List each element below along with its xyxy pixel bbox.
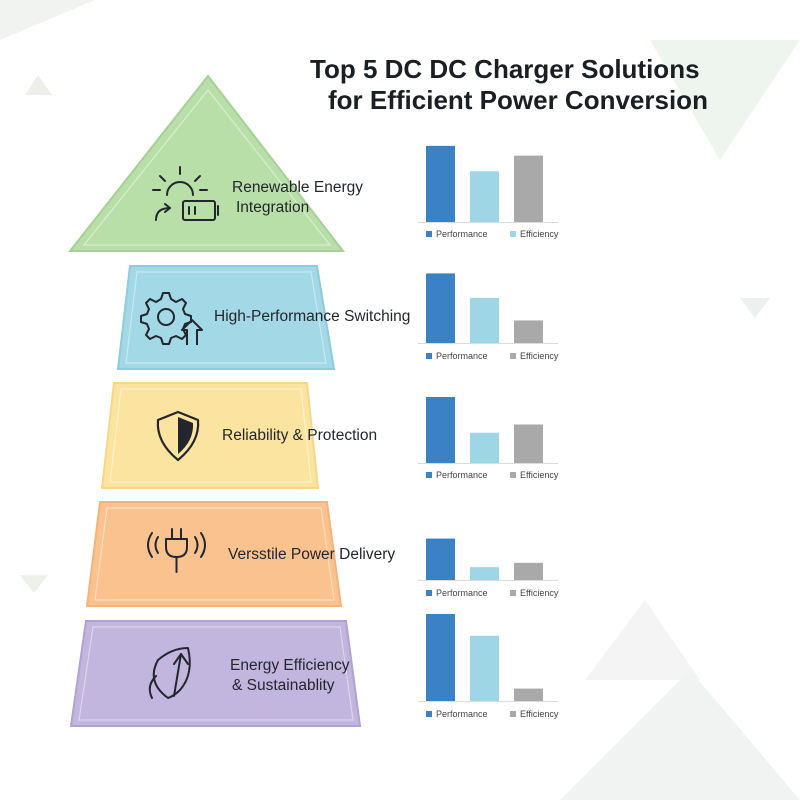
triangle-decoration [585,600,700,680]
bar-3 [514,424,543,463]
bar-chart-3: Performance Efficiency [410,384,570,480]
bar-1 [426,614,455,701]
bar-chart-3-plot [418,397,558,464]
tier-1-label-line-2: Integration [236,199,310,216]
tier-4-label-line-1: Versstile Power Delivery [228,546,396,563]
bar-chart-1-plot [418,145,558,223]
legend-efficiency: Efficiency [510,229,558,239]
bar-2 [470,171,499,222]
gear-arrow-icon [140,292,203,345]
bar-chart-5-plot [418,614,558,702]
tier-5-label: Energy Efficiency & Sustainablity [230,656,349,696]
bar-chart-1: Performance Efficiency [410,138,570,239]
legend-efficiency: Efficiency [510,588,558,598]
tier-4-label: Versstile Power Delivery [228,545,395,565]
bar-3 [514,155,543,222]
bar-chart-4-plot [418,538,558,581]
corner-decoration [0,0,95,40]
bar-1 [426,273,455,343]
tier-5-label-line-2: & Sustainablity [232,677,335,694]
tier-2-label-line-1: High-Performance Switching [214,308,411,325]
bar-2 [470,635,499,701]
tier-5 [69,620,362,727]
legend-performance: Performance [426,229,488,239]
page-title: Top 5 DC DC Charger Solutions for Effici… [300,54,720,116]
legend-efficiency: Efficiency [510,470,558,480]
triangle-decoration [20,575,48,593]
tier-1 [67,74,346,252]
legend-performance: Performance [426,709,488,719]
bar-1 [426,538,455,580]
bar-chart-2-plot [418,273,558,344]
bar-3 [514,688,543,701]
bar-3 [514,320,543,343]
legend-performance: Performance [426,351,488,361]
tier-4 [85,501,343,607]
tier-2-label: High-Performance Switching [214,307,410,327]
title-line-1: Top 5 DC DC Charger Solutions [310,54,700,84]
triangle-decoration [740,298,770,318]
shield-icon [156,410,200,462]
tier-3-label: Reliability & Protection [222,426,377,446]
bar-2 [470,297,499,343]
tier-1-label: Renewable Energy Integration [232,178,363,218]
legend-efficiency: Efficiency [510,351,558,361]
solar-battery-icon [152,166,219,221]
tier-2 [116,265,336,370]
title-line-2: for Efficient Power Conversion [328,85,708,115]
bar-1 [426,397,455,463]
tier-5-label-line-1: Energy Efficiency [230,657,350,674]
bar-3 [514,562,543,580]
triangle-decoration [560,670,800,800]
leaf-icon [148,647,191,699]
bar-2 [470,567,499,580]
triangle-decoration [25,75,52,95]
bar-1 [426,145,455,222]
bar-chart-2: Performance Efficiency [410,262,570,361]
legend-efficiency: Efficiency [510,709,558,719]
tier-3 [100,382,320,489]
tier-1-label-line-1: Renewable Energy [232,179,363,196]
tier-3-label-line-1: Reliability & Protection [222,427,378,444]
triangle-decoration [650,40,800,160]
legend-performance: Performance [426,588,488,598]
bar-chart-5: Performance Efficiency [410,612,570,719]
plug-icon [147,528,206,573]
legend-performance: Performance [426,470,488,480]
bar-2 [470,432,499,463]
bar-chart-4: Performance Efficiency [410,518,570,598]
